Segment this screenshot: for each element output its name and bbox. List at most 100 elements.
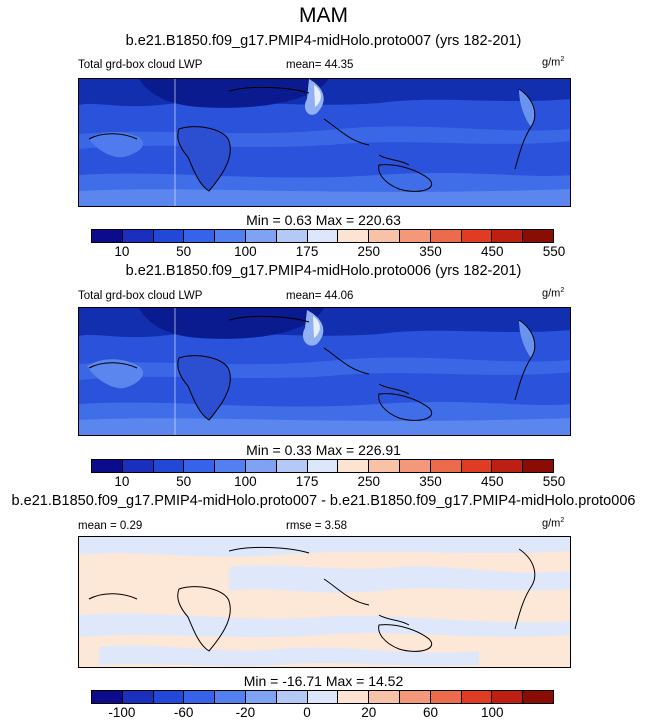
panel1-sa-coast xyxy=(88,133,138,140)
colorbar-tick-label: 250 xyxy=(357,244,381,259)
panel3-africa-coast xyxy=(177,586,231,652)
colorbar-swatch xyxy=(122,691,154,703)
panel2-americas-coast xyxy=(514,319,536,401)
colorbar-swatch xyxy=(276,230,308,242)
colorbar-tick-label: 0 xyxy=(303,705,311,720)
panel3-negative-band-tropics xyxy=(229,565,570,593)
panel2-darkest-patch xyxy=(139,308,324,339)
panel1-americas-coast xyxy=(514,88,536,170)
panel2-map xyxy=(78,307,571,436)
panel1-map xyxy=(78,78,571,207)
colorbar-swatch xyxy=(523,691,553,703)
colorbar-tick-label: 250 xyxy=(357,474,381,489)
panel3-negative-band-south xyxy=(79,613,570,637)
colorbar-tick-label: 100 xyxy=(234,474,257,489)
colorbar-swatch xyxy=(461,460,493,472)
panel3-map-svg xyxy=(79,537,570,667)
colorbar-swatch xyxy=(399,460,431,472)
colorbar-tick-label: 10 xyxy=(114,474,130,489)
colorbar-tick-label: 350 xyxy=(419,474,442,489)
panel2-case-title: b.e21.B1850.f09_g17.PMIP4-midHolo.proto0… xyxy=(125,263,522,279)
colorbar-swatch xyxy=(215,691,246,703)
panel2-units-base: g/m xyxy=(542,287,561,300)
panel1-case-title: b.e21.B1850.f09_g17.PMIP4-midHolo.proto0… xyxy=(125,33,522,49)
colorbar-swatch xyxy=(92,230,123,242)
panel2-south-america-patch xyxy=(87,359,144,389)
colorbar-swatch xyxy=(399,691,431,703)
panel1-map-svg xyxy=(79,79,570,206)
colorbar-tick-label: 175 xyxy=(295,244,319,259)
colorbar-tick-label: 50 xyxy=(176,244,192,259)
panel3-base xyxy=(79,537,570,667)
colorbar-swatch xyxy=(430,230,462,242)
panel3-americas-coast xyxy=(514,548,536,630)
panel3-colorbar xyxy=(91,690,554,704)
colorbar-swatch xyxy=(307,230,339,242)
colorbar-swatch xyxy=(307,691,339,703)
panel2-mean-label: mean= 44.06 xyxy=(286,290,354,302)
panel3-units-exp: 2 xyxy=(560,517,565,524)
panel1-darkest-patch xyxy=(139,79,329,108)
panel2-africa-coast xyxy=(177,355,231,421)
colorbar-tick-label: 100 xyxy=(481,705,504,720)
panel1-max-lwp-patch xyxy=(314,85,321,107)
colorbar-swatch xyxy=(492,691,524,703)
colorbar-swatch xyxy=(523,460,553,472)
panel3-minmax: Min = -16.71 Max = 14.52 xyxy=(243,673,404,689)
colorbar-swatch xyxy=(492,230,524,242)
colorbar-tick-label: 20 xyxy=(361,705,377,720)
colorbar-swatch xyxy=(430,691,462,703)
panel1-minmax: Min = 0.63 Max = 220.63 xyxy=(246,212,401,228)
panel3-coastlines xyxy=(228,546,410,626)
colorbar-tick-label: 450 xyxy=(481,244,504,259)
colorbar-swatch xyxy=(399,230,431,242)
colorbar-swatch xyxy=(184,230,216,242)
panel2-units-exp: 2 xyxy=(560,287,565,294)
panel2-map-svg xyxy=(79,308,570,435)
panel2-africa-patch xyxy=(177,356,230,420)
colorbar-swatch xyxy=(492,460,524,472)
panel1-africa-coast xyxy=(177,126,231,192)
colorbar-tick-label: 10 xyxy=(114,244,130,259)
panel3-mean-label: mean = 0.29 xyxy=(78,520,143,532)
panel3-rmse-label: rmse = 3.58 xyxy=(286,520,348,532)
colorbar-tick-label: 550 xyxy=(542,244,566,259)
panel1-australia-coast xyxy=(378,164,432,192)
colorbar-swatch xyxy=(184,691,216,703)
colorbar-tick-label: -100 xyxy=(108,705,136,720)
colorbar-swatch xyxy=(369,230,400,242)
colorbar-swatch xyxy=(307,460,339,472)
panel1-high-lwp-east-asia xyxy=(304,79,324,115)
colorbar-tick-label: -60 xyxy=(173,705,194,720)
chart-title: MAM xyxy=(299,4,348,27)
panel1-units-base: g/m xyxy=(542,56,561,69)
panel2-coastlines xyxy=(228,315,410,395)
colorbar-tick-label: 175 xyxy=(295,474,319,489)
colorbar-swatch xyxy=(461,230,493,242)
panel3-sa-coast xyxy=(88,593,138,600)
colorbar-swatch xyxy=(461,691,493,703)
colorbar-swatch xyxy=(153,230,185,242)
colorbar-tick-label: 550 xyxy=(542,474,566,489)
panel1-south-america-patch xyxy=(89,132,144,158)
panel3-case-title: b.e21.B1850.f09_g17.PMIP4-midHolo.proto0… xyxy=(11,493,636,509)
colorbar-swatch xyxy=(215,460,246,472)
panel1-units: g/m2 xyxy=(542,56,564,69)
panel2-units: g/m2 xyxy=(542,287,564,300)
colorbar-swatch xyxy=(276,460,308,472)
colorbar-swatch xyxy=(430,460,462,472)
panel1-africa-patch xyxy=(177,127,230,191)
colorbar-tick-label: 450 xyxy=(481,474,504,489)
colorbar-swatch xyxy=(338,230,370,242)
panel1-high-lwp-americas xyxy=(519,89,535,127)
colorbar-swatch xyxy=(245,691,277,703)
panel1-colorbar-ticks: 10 50 100 175 250 350 450 550 xyxy=(91,244,565,260)
panel2-minmax: Min = 0.33 Max = 226.91 xyxy=(246,442,401,458)
colorbar-swatch xyxy=(122,230,154,242)
panel3-colorbar-ticks: -100 -60 -20 0 20 60 100 xyxy=(91,705,554,721)
panel2-max-lwp-patch xyxy=(313,316,320,338)
panel2-lighter-band-south xyxy=(79,418,570,435)
colorbar-swatch xyxy=(276,691,308,703)
panel2-australia-coast xyxy=(378,393,432,421)
colorbar-tick-label: 60 xyxy=(423,705,439,720)
